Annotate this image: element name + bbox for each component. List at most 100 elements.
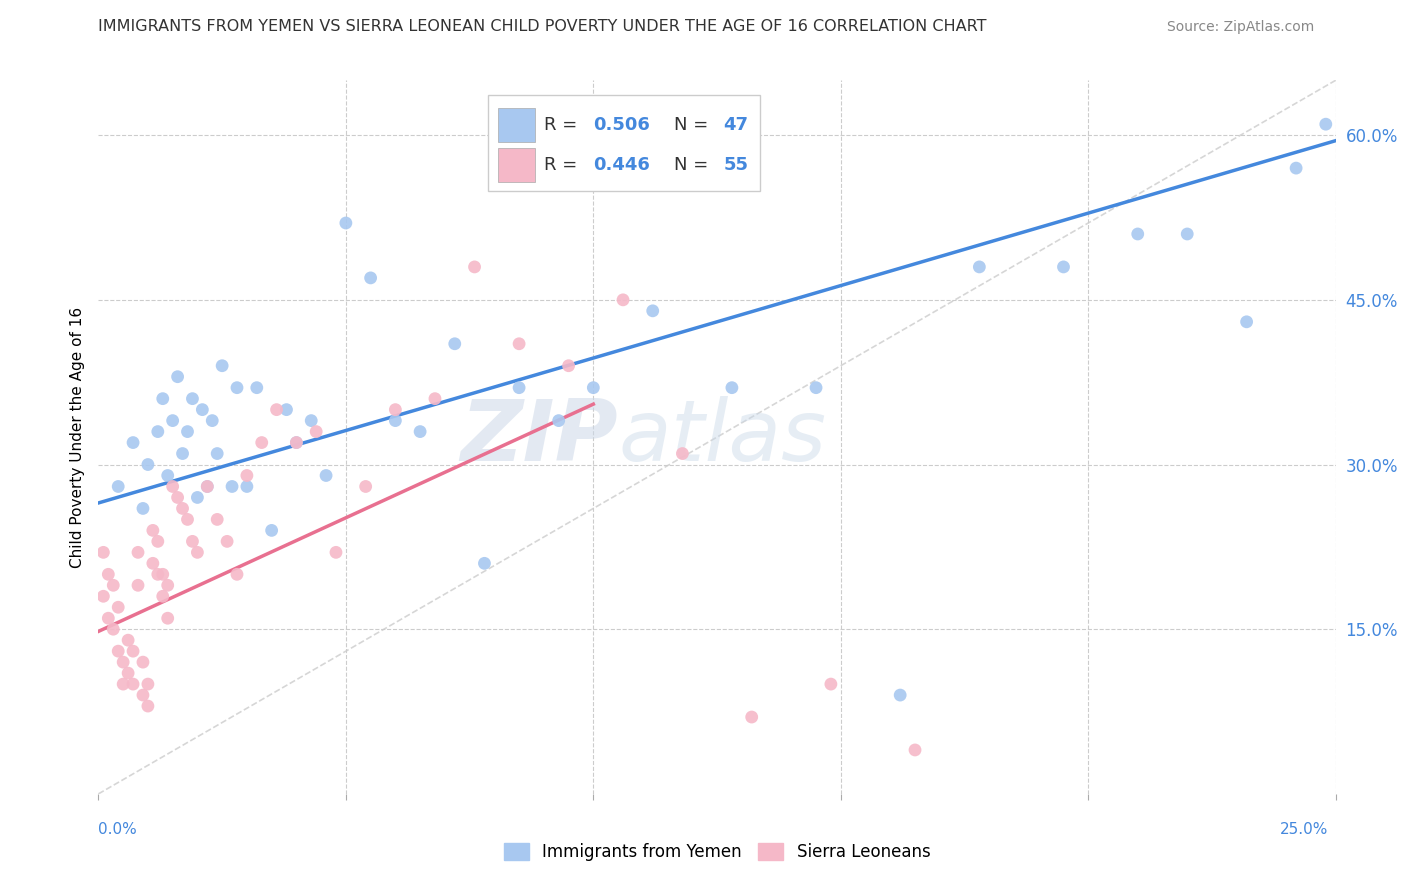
Point [508,336,530,351]
Point [582,381,605,395]
Point [176,425,198,439]
Point [354,479,377,493]
FancyBboxPatch shape [498,108,536,143]
Point [904,743,927,757]
Point [103,622,125,636]
Point [211,359,233,373]
Point [226,381,249,395]
Legend: Immigrants from Yemen, Sierra Leoneans: Immigrants from Yemen, Sierra Leoneans [498,836,936,868]
Point [804,381,827,395]
Text: Source: ZipAtlas.com: Source: ZipAtlas.com [1167,21,1315,34]
Point [146,425,169,439]
Point [464,260,486,274]
Text: R =: R = [544,156,583,174]
Point [142,557,165,571]
Point [142,524,165,538]
Point [107,600,129,615]
Point [285,435,308,450]
Point [299,414,322,428]
Text: IMMIGRANTS FROM YEMEN VS SIERRA LEONEAN CHILD POVERTY UNDER THE AGE OF 16 CORREL: IMMIGRANTS FROM YEMEN VS SIERRA LEONEAN … [98,20,987,34]
Point [508,381,530,395]
Point [127,545,149,559]
Point [162,414,184,428]
Point [969,260,991,274]
Point [325,545,347,559]
Point [136,677,159,691]
FancyBboxPatch shape [488,95,761,191]
Point [1285,161,1308,175]
Point [721,381,744,395]
Point [741,710,763,724]
Point [191,402,214,417]
Point [166,491,188,505]
Point [146,534,169,549]
Point [195,479,218,493]
Point [384,414,406,428]
Text: 47: 47 [723,116,748,134]
Point [276,402,298,417]
Point [246,381,269,395]
Point [186,545,208,559]
Text: 0.0%: 0.0% [98,822,138,837]
Point [186,491,208,505]
Point [201,414,224,428]
Point [156,611,179,625]
Point [112,655,135,669]
Point [1052,260,1074,274]
Point [162,479,184,493]
Point [260,524,283,538]
Point [97,567,120,582]
Point [360,271,382,285]
Point [107,479,129,493]
Point [93,545,115,559]
Text: 55: 55 [723,156,748,174]
Point [305,425,328,439]
Point [315,468,337,483]
Point [152,589,174,603]
Point [217,534,239,549]
Point [820,677,842,691]
Point [181,534,204,549]
Point [423,392,446,406]
Point [205,446,228,460]
Point [132,688,155,702]
Point [122,644,145,658]
FancyBboxPatch shape [498,148,536,182]
Point [1175,227,1198,241]
Point [181,392,204,406]
Point [266,402,288,417]
Point [97,611,120,625]
Point [166,369,188,384]
Point [547,414,569,428]
Point [221,479,243,493]
Point [641,303,664,318]
Y-axis label: Child Poverty Under the Age of 16: Child Poverty Under the Age of 16 [69,307,84,567]
Point [1236,315,1258,329]
Text: ZIP: ZIP [460,395,619,479]
Point [146,567,169,582]
Point [122,677,145,691]
Point [127,578,149,592]
Point [152,567,174,582]
Point [176,512,198,526]
Point [132,655,155,669]
Text: atlas: atlas [619,395,827,479]
Point [172,446,194,460]
Point [443,336,465,351]
Point [409,425,432,439]
Point [117,633,139,648]
Point [156,578,179,592]
Point [136,458,159,472]
Point [889,688,911,702]
Point [132,501,155,516]
Text: 0.506: 0.506 [593,116,650,134]
Point [226,567,249,582]
Point [112,677,135,691]
Point [384,402,406,417]
Point [1315,117,1337,131]
Point [195,479,218,493]
Text: R =: R = [544,116,583,134]
Point [557,359,579,373]
Point [107,644,129,658]
Text: 25.0%: 25.0% [1281,822,1329,837]
